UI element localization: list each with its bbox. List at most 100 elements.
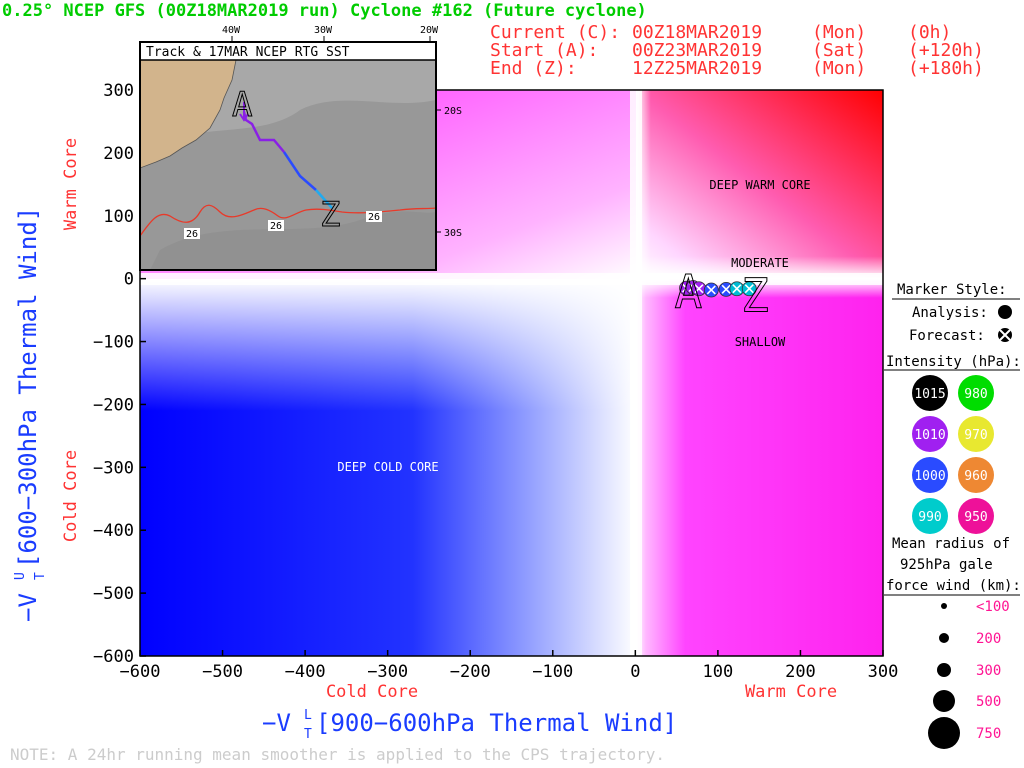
- x-tick-label: 100: [703, 662, 734, 682]
- y-tick-label: −400: [93, 521, 134, 541]
- x-axis-title-prefix: −V: [262, 709, 291, 737]
- intensity-value: 1015: [914, 387, 945, 402]
- track-line-blue: [282, 151, 317, 191]
- end-offset: (+180h): [908, 58, 984, 79]
- x-tick-label: −400: [285, 662, 326, 682]
- intensity-swatch: [912, 416, 948, 452]
- y-tick-label: −100: [93, 333, 134, 353]
- radius-label: 750: [976, 726, 1001, 742]
- forecast-cross: [732, 284, 742, 294]
- current-time: 00Z18MAR2019: [632, 22, 762, 43]
- current-offset: (0h): [908, 22, 951, 43]
- radius-marker: [939, 633, 949, 643]
- intensity-swatch: [958, 375, 994, 411]
- x-tick-label: −100: [532, 662, 573, 682]
- inset-frame: [139, 41, 437, 271]
- x-tick-label: −300: [367, 662, 408, 682]
- x-tick-label: 0: [630, 662, 640, 682]
- x-axis-title-sup: L: [304, 708, 312, 723]
- radius-label: 500: [976, 694, 1001, 710]
- intensity-value: 950: [964, 510, 987, 525]
- inset-ocean-light: [150, 211, 436, 270]
- y-tick-label: −500: [93, 584, 134, 604]
- y-tick-label: 100: [103, 207, 134, 227]
- inset-lat-20s: 20S: [444, 106, 462, 117]
- intensity-value: 1010: [914, 428, 945, 443]
- intensity-value: 1000: [914, 469, 945, 484]
- x-tick-label: −200: [450, 662, 491, 682]
- sst-label-1: 26: [186, 229, 198, 240]
- y-axis-warm-core: Warm Core: [61, 138, 81, 230]
- x-axis: −600 −500 −400 −300 −200 −100 0 100 200 300: [120, 650, 899, 682]
- radius-marker: [941, 603, 947, 609]
- legend-analysis-label: Analysis:: [912, 305, 988, 321]
- y-tick-label: −200: [93, 395, 134, 415]
- region-shallow: SHALLOW: [735, 335, 786, 349]
- zero-band-horizontal: [140, 273, 883, 285]
- forecast-cross: [694, 284, 704, 294]
- plot-frame: [139, 89, 884, 657]
- end-label: End (Z):: [490, 58, 577, 79]
- intensity-swatch: [912, 457, 948, 493]
- track-start-letter: A: [232, 85, 252, 125]
- y-tick-label: −300: [93, 458, 134, 478]
- track-end-letter: Z: [320, 195, 340, 235]
- intensity-swatch: [912, 498, 948, 534]
- sst-label-box-2: [268, 220, 284, 231]
- quadrant-deep-warm-fade-h: [636, 90, 883, 279]
- legend-forecast-cross: [999, 329, 1011, 341]
- legend-forecast-label: Forecast:: [909, 328, 985, 344]
- intensity-swatch: [958, 498, 994, 534]
- y-axis-title: −V U T [600−300hPa Thermal Wind]: [13, 207, 48, 622]
- legend-radius-items: <100 200 300 500 750: [928, 599, 1010, 749]
- legend-radius-title-2: 925hPa gale: [900, 557, 993, 573]
- x-axis-cold-core: Cold Core: [326, 682, 418, 702]
- radius-label: 300: [976, 663, 1001, 679]
- legend-analysis-marker: [998, 305, 1012, 319]
- legend-intensity-swatches: 1015 980 1010 970 1000 960 990 950: [912, 375, 994, 534]
- legend-intensity-title: Intensity (hPa):: [886, 354, 1021, 370]
- trajectory-end-letter: Z: [741, 268, 769, 322]
- x-tick-label: −600: [120, 662, 161, 682]
- intensity-swatch: [958, 457, 994, 493]
- track-current-marker: [239, 102, 249, 122]
- radius-label: 200: [976, 631, 1001, 647]
- legend-marker-style-title: Marker Style:: [897, 282, 1007, 298]
- end-time: 12Z25MAR2019: [632, 58, 762, 79]
- start-day: (Sat): [812, 40, 866, 61]
- radius-label: <100: [976, 599, 1010, 615]
- chart-title: 0.25° NCEP GFS (00Z18MAR2019 run) Cyclon…: [2, 1, 647, 21]
- quadrant-shallow-warm-fade: [636, 279, 883, 656]
- intensity-value: 970: [964, 428, 987, 443]
- intensity-value: 990: [918, 510, 941, 525]
- start-time: 00Z23MAR2019: [632, 40, 762, 61]
- legend-radius-title-1: Mean radius of: [892, 536, 1010, 552]
- x-axis-title-rest: [900−600hPa Thermal Wind]: [316, 709, 677, 737]
- y-axis-title-rest: [600−300hPa Thermal Wind]: [14, 207, 42, 568]
- radius-marker: [928, 717, 960, 749]
- inset-land: [140, 60, 237, 169]
- y-axis-title-prefix: −V: [14, 593, 42, 622]
- x-axis-warm-core: Warm Core: [745, 682, 837, 702]
- x-axis-title-sub: T: [304, 727, 312, 742]
- quadrant-deep-cold-fade: [140, 279, 636, 656]
- x-tick-label: 300: [868, 662, 899, 682]
- y-axis-cold-core: Cold Core: [61, 450, 81, 542]
- forecast-cross: [721, 284, 731, 294]
- current-day: (Mon): [812, 22, 866, 43]
- intensity-value: 980: [964, 387, 987, 402]
- forecast-cross: [706, 285, 716, 295]
- track-line-cyan: [315, 189, 333, 209]
- inset-lon-20w: 20W: [420, 25, 439, 36]
- zero-band-vertical: [630, 90, 642, 656]
- inset-lat-30s: 30S: [444, 228, 462, 239]
- x-axis-title: −V L T [900−600hPa Thermal Wind]: [262, 708, 677, 742]
- intensity-swatch: [958, 416, 994, 452]
- y-axis: 300 200 100 0 −100 −200 −300 −400 −500 −600: [93, 81, 146, 667]
- region-deep-warm: DEEP WARM CORE: [709, 178, 810, 192]
- y-tick-label: −600: [93, 647, 134, 667]
- sst-label-2: 26: [270, 221, 282, 232]
- y-tick-label: 0: [124, 270, 134, 290]
